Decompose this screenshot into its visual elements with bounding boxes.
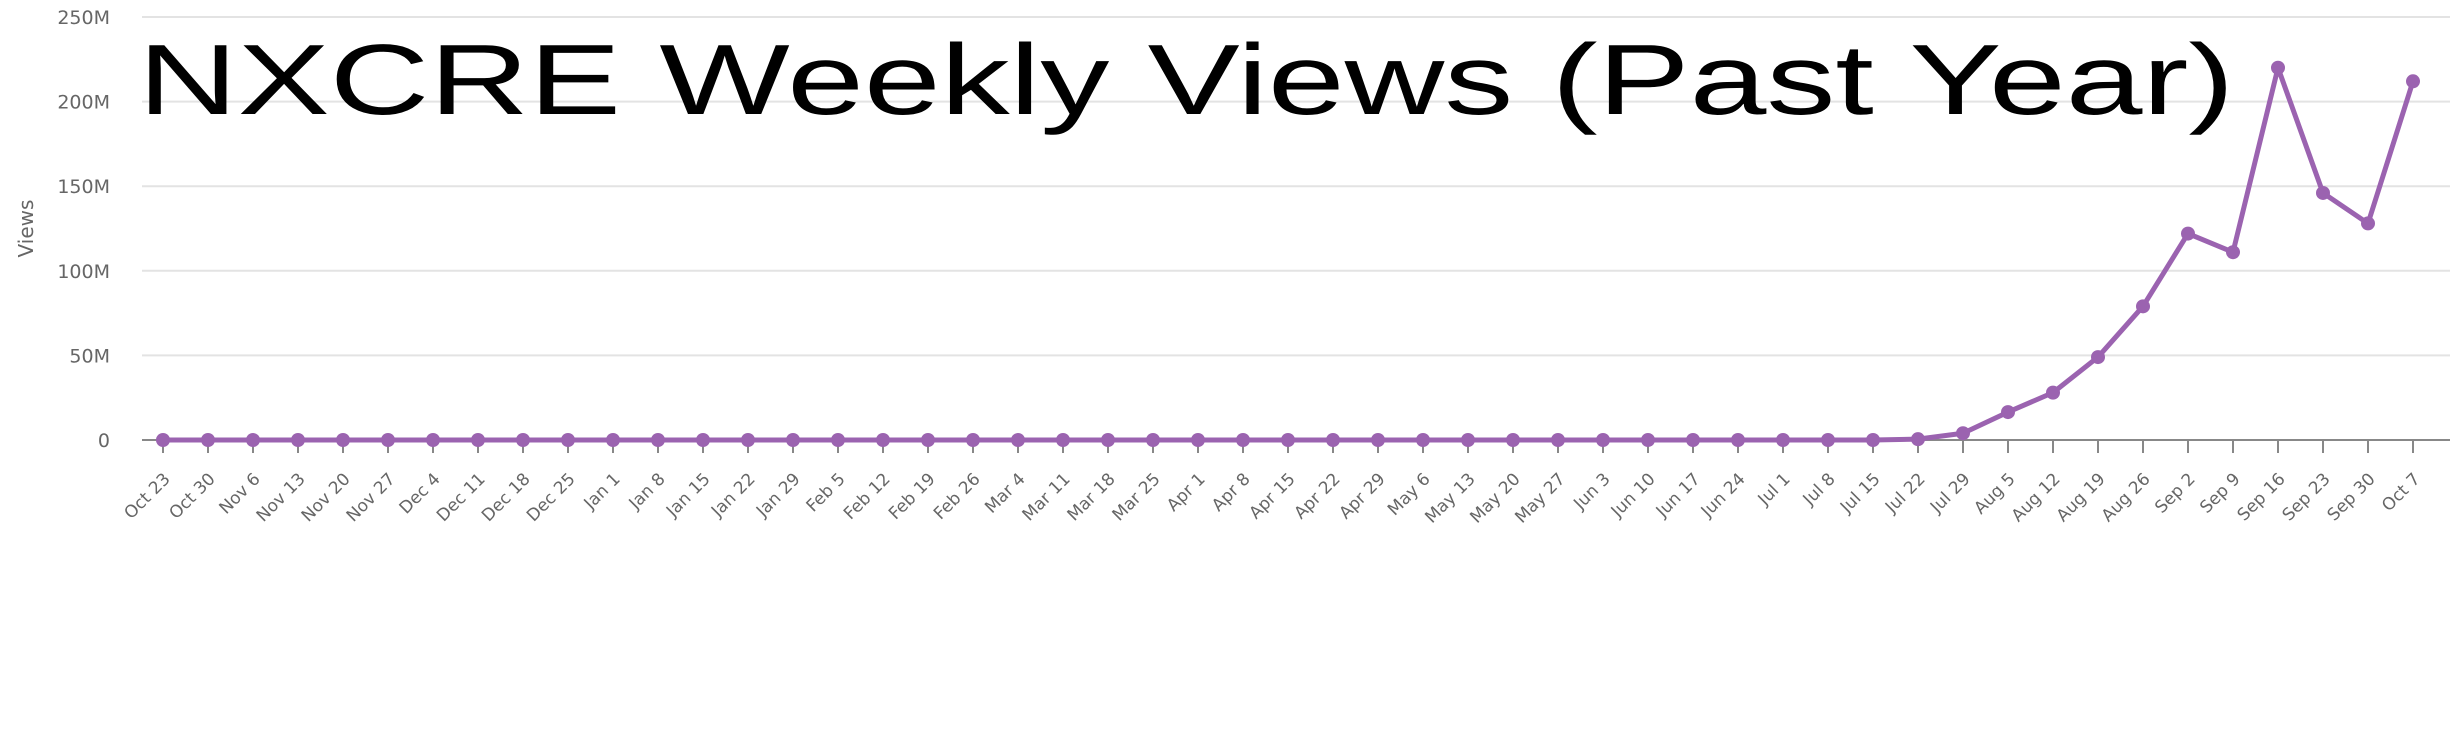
y-tick-label: 150M	[57, 176, 110, 198]
x-tick-label: Dec 25	[523, 469, 580, 526]
y-tick-label: 50M	[69, 345, 110, 367]
x-tick-label: Jul 29	[1926, 469, 1974, 517]
x-tick-label: Nov 13	[253, 469, 310, 526]
data-point	[381, 433, 395, 447]
x-tick-label: Aug 12	[2008, 469, 2065, 526]
data-point	[201, 433, 215, 447]
x-tick-label: Apr 1	[1163, 469, 1209, 515]
chart-title: NXCRE Weekly Views (Past Year)	[138, 24, 2235, 136]
x-tick-label: Nov 27	[343, 469, 400, 526]
data-point	[516, 433, 530, 447]
x-tick-label: Oct 7	[2378, 469, 2424, 515]
x-tick-label: Jan 22	[707, 469, 760, 522]
x-tick-label: Apr 29	[1335, 469, 1389, 523]
x-tick-label: Jun 17	[1652, 469, 1705, 522]
data-point	[1641, 433, 1655, 447]
data-point	[471, 433, 485, 447]
data-point	[786, 433, 800, 447]
x-tick-label: Jul 1	[1754, 469, 1795, 510]
data-point	[1776, 433, 1790, 447]
x-tick-label: Mar 25	[1109, 469, 1165, 525]
x-tick-label: Jul 15	[1836, 469, 1884, 517]
x-tick-label: Feb 26	[930, 469, 985, 524]
x-tick-label: Jul 8	[1799, 469, 1840, 510]
data-point	[156, 433, 170, 447]
y-tick-label: 100M	[57, 261, 110, 283]
x-tick-label: Sep 16	[2234, 469, 2290, 525]
x-tick-label: Feb 12	[840, 469, 895, 524]
data-point	[1101, 433, 1115, 447]
x-tick-label: Sep 2	[2151, 469, 2199, 517]
data-point	[966, 433, 980, 447]
x-tick-label: Aug 26	[2098, 469, 2155, 526]
y-tick-label: 250M	[57, 7, 110, 29]
x-tick-label: Mar 18	[1064, 469, 1120, 525]
data-point	[1866, 433, 1880, 447]
data-point	[606, 433, 620, 447]
data-point	[1551, 433, 1565, 447]
data-point	[741, 433, 755, 447]
x-tick-label: Jul 22	[1881, 469, 1929, 517]
data-point	[696, 433, 710, 447]
x-tick-label: Aug 19	[2053, 469, 2110, 526]
data-point	[561, 433, 575, 447]
data-point	[1956, 426, 1970, 441]
data-point	[1191, 433, 1205, 447]
data-point	[651, 433, 665, 447]
x-tick-label: Sep 23	[2279, 469, 2335, 525]
data-point	[1056, 433, 1070, 447]
data-point	[2316, 185, 2330, 200]
data-point	[2046, 385, 2060, 400]
data-point	[2271, 60, 2285, 75]
x-tick-label: Mar 11	[1019, 469, 1075, 525]
data-point	[2361, 216, 2375, 231]
y-tick-label: 200M	[57, 92, 110, 114]
x-tick-label: Feb 19	[885, 469, 940, 524]
data-point	[1821, 433, 1835, 447]
x-tick-label: Jan 29	[752, 469, 805, 522]
x-tick-label: Apr 22	[1290, 469, 1344, 523]
x-tick-label: Dec 11	[433, 469, 490, 526]
y-tick-label: 0	[98, 430, 110, 452]
data-point	[2181, 226, 2195, 241]
x-tick-label: Jun 24	[1697, 469, 1750, 522]
data-point	[1371, 433, 1385, 447]
data-point	[336, 433, 350, 447]
data-point	[1506, 433, 1520, 447]
data-point	[2091, 350, 2105, 365]
data-point	[1011, 433, 1025, 447]
data-point	[1236, 433, 1250, 447]
data-point	[291, 433, 305, 447]
x-tick-label: Jan 15	[662, 469, 715, 522]
data-point	[426, 433, 440, 447]
y-axis-label: Views	[14, 200, 38, 258]
data-point	[1686, 433, 1700, 447]
x-tick-label: Apr 15	[1245, 469, 1299, 523]
data-point	[2001, 405, 2015, 420]
data-point	[1596, 433, 1610, 447]
x-tick-label: Nov 20	[298, 469, 355, 526]
x-tick-label: Sep 30	[2324, 469, 2380, 525]
data-point	[1911, 432, 1925, 447]
data-point	[1416, 433, 1430, 447]
data-point	[2226, 245, 2240, 260]
x-tick-label: Oct 30	[165, 469, 219, 523]
x-tick-label: Oct 23	[120, 469, 174, 523]
x-tick-label: Jun 10	[1607, 469, 1660, 522]
data-point	[1461, 433, 1475, 447]
data-point	[876, 433, 890, 447]
x-tick-label: Jan 1	[580, 469, 625, 514]
data-point	[2136, 299, 2150, 314]
data-point	[921, 433, 935, 447]
data-point	[1731, 433, 1745, 447]
data-point	[2406, 74, 2420, 89]
data-point	[246, 433, 260, 447]
data-point	[1146, 433, 1160, 447]
data-point	[1281, 433, 1295, 447]
data-point	[831, 433, 845, 447]
x-tick-label: May 27	[1511, 469, 1569, 527]
x-tick-label: Dec 18	[478, 469, 535, 526]
data-point	[1326, 433, 1340, 447]
